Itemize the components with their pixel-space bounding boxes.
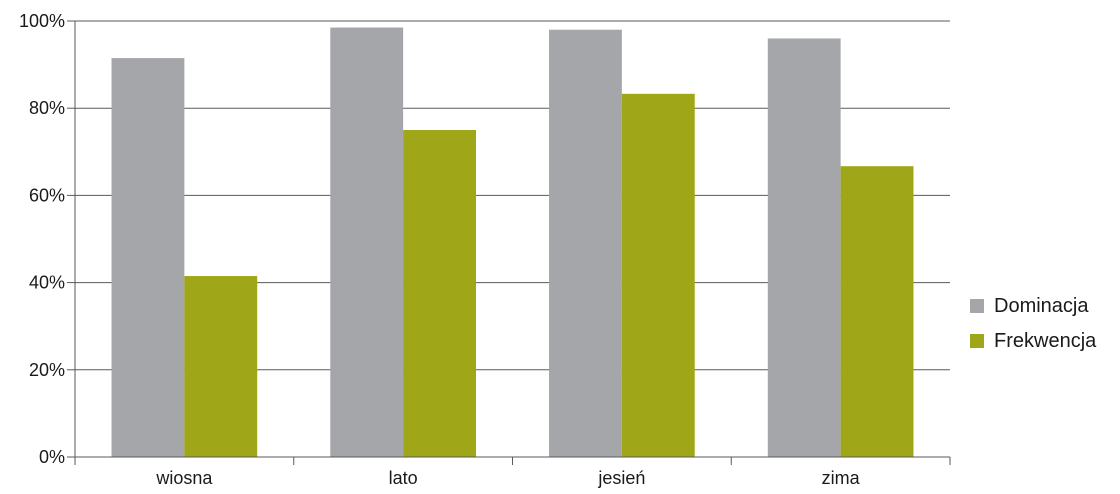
x-category-label: jesień <box>597 468 645 488</box>
y-tick-label: 0% <box>39 447 65 467</box>
bar-dominacja-1 <box>330 27 404 457</box>
bar-frekwencja-3 <box>840 166 914 458</box>
x-category-label: wiosna <box>155 468 213 488</box>
y-tick-label: 20% <box>29 360 65 380</box>
legend-label-dominacja: Dominacja <box>994 295 1089 317</box>
y-tick-label: 40% <box>29 273 65 293</box>
y-tick-label: 80% <box>29 98 65 118</box>
bar-frekwencja-1 <box>403 130 476 457</box>
x-category-label: zima <box>822 468 861 488</box>
y-tick-label: 60% <box>29 185 65 205</box>
bars <box>111 27 914 458</box>
y-axis-ticks: 0% 20% 40% 60% 80% 100% <box>19 11 75 467</box>
legend-swatch-frekwencja <box>970 334 984 348</box>
bar-dominacja-3 <box>767 38 841 457</box>
legend-label-frekwencja: Frekwencja <box>994 330 1097 352</box>
x-axis-ticks: wiosna lato jesień zima <box>74 457 951 488</box>
y-tick-label: 100% <box>19 11 65 31</box>
bar-dominacja-0 <box>111 58 185 458</box>
x-category-label: lato <box>389 468 418 488</box>
bar-frekwencja-0 <box>184 276 258 457</box>
legend-swatch-dominacja <box>970 299 984 313</box>
legend: Dominacja Frekwencja <box>970 295 1097 352</box>
bar-frekwencja-2 <box>621 93 695 457</box>
bar-dominacja-2 <box>549 29 622 457</box>
